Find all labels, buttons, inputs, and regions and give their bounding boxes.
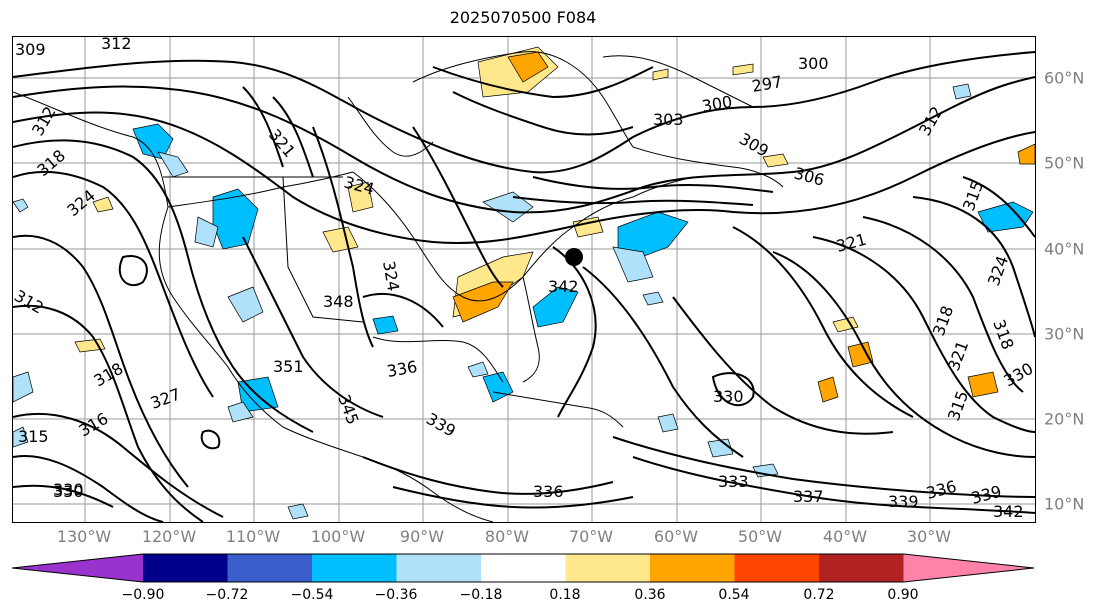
contour-label: 342 (993, 502, 1024, 521)
colorbar-segment (143, 554, 228, 582)
map-panel: 309 312 321 297 300 300 303 309 306 312 … (12, 36, 1036, 523)
colorbar-segment (396, 554, 481, 582)
contour-label: 318 (91, 359, 127, 391)
colorbar-tick-label: −0.36 (374, 587, 418, 603)
lat-label: 50°N (1044, 153, 1085, 173)
contour-label: 330 (713, 387, 744, 406)
colorbar-segment (903, 554, 1034, 582)
colorbar-segment (650, 554, 735, 582)
colorbar-tick-label: 0.36 (634, 587, 666, 603)
lon-label: 50°W (737, 527, 783, 546)
lon-label: 40°W (822, 527, 868, 546)
lon-label: 110°W (225, 527, 281, 546)
colorbar-segment (312, 554, 397, 582)
colorbar-segment (565, 554, 650, 582)
contour-label: 342 (548, 277, 579, 296)
colorbar-tick-label: 0.72 (803, 587, 835, 603)
contour-label: 351 (273, 357, 304, 376)
colorbar-outline (11, 553, 1035, 583)
contour-label: 330 (53, 480, 84, 499)
colorbar-segment (227, 554, 312, 582)
contour-label: 330 (1001, 359, 1036, 391)
contour-label: 324 (984, 253, 1012, 288)
contour-label: 333 (718, 472, 749, 491)
contour-label: 327 (148, 384, 183, 412)
contour-label: 324 (379, 259, 403, 292)
lat-label: 20°N (1044, 409, 1085, 429)
colorbar-segment (819, 554, 904, 582)
contour-label: 315 (944, 388, 972, 423)
lon-label: 30°W (906, 527, 952, 546)
contour-label: 336 (924, 477, 958, 503)
colorbar-segment (12, 554, 143, 582)
lat-label: 40°N (1044, 239, 1085, 259)
contour-label: 297 (750, 72, 783, 96)
contour-label: 315 (18, 427, 49, 446)
lon-label: 120°W (141, 527, 197, 546)
lon-label: 100°W (310, 527, 366, 546)
contour-label: 321 (944, 338, 972, 373)
lon-label: 90°W (399, 527, 445, 546)
colorbar-segment (734, 554, 819, 582)
colorbar-segment (481, 554, 566, 582)
contour-label: 339 (888, 492, 919, 511)
contour-label: 309 (15, 40, 46, 59)
contour-label: 315 (959, 178, 987, 213)
colorbar-segments (11, 553, 1035, 583)
contour-label: 337 (793, 487, 824, 506)
contour-label: 348 (323, 292, 354, 311)
contour-label: 345 (334, 392, 362, 427)
lat-label: 60°N (1044, 68, 1085, 88)
colorbar-tick-label: −0.54 (290, 587, 334, 603)
contour-label: 324 (63, 186, 99, 220)
contour-label: 336 (533, 482, 564, 501)
contour-label: 318 (33, 146, 69, 180)
colorbar-tick-label: 0.90 (887, 587, 919, 603)
contour-label: 309 (736, 129, 772, 161)
colorbar (11, 553, 1035, 583)
contour-label: 300 (700, 92, 733, 116)
contour-label: 339 (423, 409, 459, 441)
contour-label: 330 (53, 482, 84, 501)
contour-label: 324 (342, 173, 376, 199)
colorbar-tick-label: 0.54 (718, 587, 750, 603)
contour-label: 300 (798, 54, 829, 73)
map-plot: 309 312 321 297 300 300 303 309 306 312 … (13, 37, 1035, 522)
lon-label: 130°W (56, 527, 112, 546)
colorbar-tick-label: −0.90 (121, 587, 165, 603)
contour-label: 318 (929, 303, 957, 338)
lat-label: 10°N (1044, 494, 1085, 514)
colorbar-tick-label: −0.18 (459, 587, 503, 603)
lon-label: 60°W (653, 527, 699, 546)
lat-label: 30°N (1044, 324, 1085, 344)
contour-label: 303 (653, 110, 684, 129)
lon-label: 80°W (484, 527, 530, 546)
contour-label: 312 (915, 103, 947, 139)
contour-label: 321 (834, 230, 868, 256)
contour-label: 336 (385, 357, 418, 381)
contour-label: 312 (13, 286, 47, 318)
map-title: 2025070500 F084 (449, 8, 597, 27)
contour-lines (13, 51, 1035, 522)
colorbar-tick-label: −0.72 (205, 587, 249, 603)
black-dot-marker (565, 248, 583, 266)
contour-label: 312 (101, 37, 132, 53)
lon-label: 70°W (568, 527, 614, 546)
coastlines (13, 51, 784, 522)
colorbar-tick-label: 0.18 (549, 587, 581, 603)
